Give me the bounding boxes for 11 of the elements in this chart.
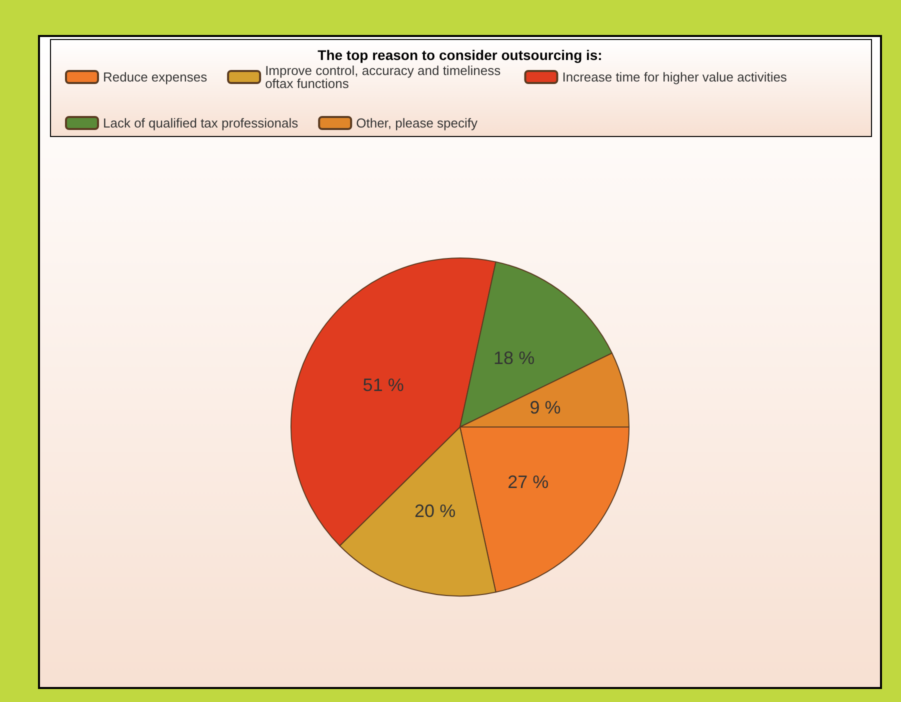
legend-label: Improve control, accuracy and timeliness oftax functions [265,63,504,91]
text: The top reason to consider outsourcing is: [318,47,602,63]
legend-label: Reduce expenses [103,70,208,84]
legend-label: Other, please specify [356,116,478,130]
data-label: 51 % [362,374,404,395]
data-label: 20 % [414,500,456,521]
data-label: 27 % [508,472,549,492]
data-label: 9 % [530,397,561,418]
legend-label: Lack of qualified tax professionals [103,116,299,130]
data-label: 18 % [494,348,535,368]
legend-label: Increase time for higher value activities [562,70,788,84]
